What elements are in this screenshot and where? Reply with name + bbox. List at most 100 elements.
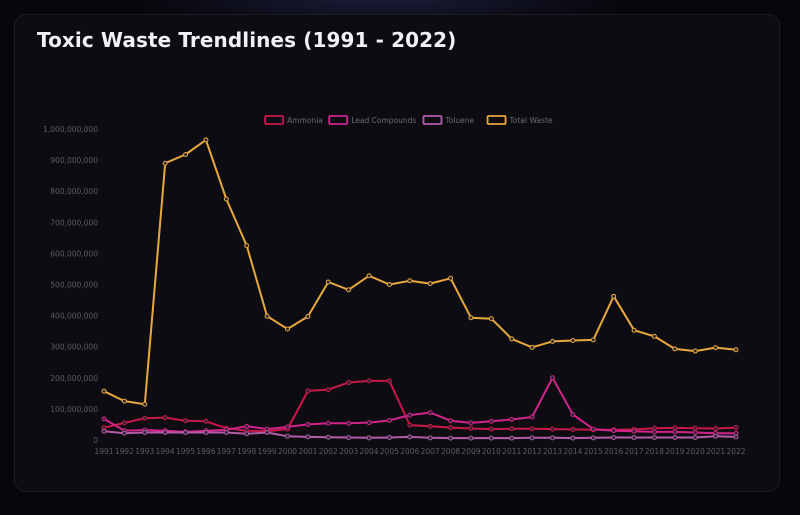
data-point[interactable] [305, 388, 311, 394]
data-point[interactable] [407, 278, 413, 284]
data-point[interactable] [121, 420, 127, 426]
data-point[interactable] [672, 346, 678, 352]
data-point[interactable] [692, 430, 698, 436]
legend-item[interactable]: Total Waste [486, 115, 553, 125]
data-point[interactable] [509, 426, 515, 432]
data-point[interactable] [488, 426, 494, 432]
data-point[interactable] [550, 338, 556, 344]
data-point[interactable] [631, 327, 637, 333]
data-point[interactable] [386, 417, 392, 423]
data-point[interactable] [183, 152, 189, 158]
data-point[interactable] [121, 398, 127, 404]
legend-item[interactable]: Ammonia [264, 115, 323, 125]
data-point[interactable] [244, 431, 250, 437]
data-point[interactable] [550, 426, 556, 432]
data-point[interactable] [488, 418, 494, 424]
data-point[interactable] [305, 314, 311, 320]
data-point[interactable] [386, 435, 392, 441]
data-point[interactable] [284, 433, 290, 439]
data-point[interactable] [468, 435, 474, 441]
data-point[interactable] [488, 316, 494, 322]
data-point[interactable] [284, 424, 290, 430]
data-point[interactable] [529, 414, 535, 420]
data-point[interactable] [264, 313, 270, 319]
data-point[interactable] [672, 429, 678, 435]
data-point[interactable] [468, 425, 474, 431]
data-point[interactable] [733, 347, 739, 353]
data-point[interactable] [509, 336, 515, 342]
data-point[interactable] [590, 337, 596, 343]
data-point[interactable] [427, 281, 433, 287]
data-point[interactable] [509, 435, 515, 441]
data-point[interactable] [183, 430, 189, 436]
data-point[interactable] [672, 435, 678, 441]
data-point[interactable] [142, 401, 148, 407]
data-point[interactable] [305, 434, 311, 440]
data-point[interactable] [325, 387, 331, 393]
data-point[interactable] [427, 423, 433, 429]
data-point[interactable] [223, 430, 229, 436]
data-point[interactable] [366, 378, 372, 384]
data-point[interactable] [468, 315, 474, 321]
data-point[interactable] [101, 428, 107, 434]
data-point[interactable] [325, 279, 331, 285]
data-point[interactable] [386, 378, 392, 384]
data-point[interactable] [550, 375, 556, 381]
data-point[interactable] [713, 425, 719, 431]
data-point[interactable] [305, 421, 311, 427]
data-point[interactable] [631, 435, 637, 441]
data-point[interactable] [672, 425, 678, 431]
data-point[interactable] [407, 412, 413, 418]
data-point[interactable] [570, 435, 576, 441]
data-point[interactable] [570, 337, 576, 343]
data-point[interactable] [162, 430, 168, 436]
data-point[interactable] [692, 348, 698, 354]
data-point[interactable] [386, 282, 392, 287]
data-point[interactable] [448, 435, 454, 441]
data-point[interactable] [366, 420, 372, 426]
data-point[interactable] [611, 293, 617, 299]
data-point[interactable] [631, 428, 637, 434]
data-point[interactable] [651, 435, 657, 441]
data-point[interactable] [448, 418, 454, 424]
data-point[interactable] [488, 435, 494, 441]
data-point[interactable] [570, 426, 576, 432]
data-point[interactable] [713, 433, 719, 439]
data-point[interactable] [101, 388, 107, 394]
data-point[interactable] [529, 344, 535, 350]
data-point[interactable] [529, 435, 535, 441]
data-point[interactable] [733, 434, 739, 440]
data-point[interactable] [407, 422, 413, 428]
data-point[interactable] [692, 425, 698, 431]
data-point[interactable] [366, 435, 372, 441]
data-point[interactable] [346, 435, 352, 441]
data-point[interactable] [203, 418, 209, 424]
data-point[interactable] [570, 411, 576, 417]
data-point[interactable] [713, 345, 719, 351]
data-point[interactable] [101, 416, 107, 422]
data-point[interactable] [142, 415, 148, 421]
data-point[interactable] [162, 160, 168, 166]
data-point[interactable] [733, 425, 739, 431]
data-point[interactable] [468, 420, 474, 426]
data-point[interactable] [692, 435, 698, 441]
data-point[interactable] [448, 275, 454, 281]
data-point[interactable] [448, 425, 454, 431]
data-point[interactable] [590, 435, 596, 441]
data-point[interactable] [325, 434, 331, 440]
data-point[interactable] [244, 243, 250, 249]
data-point[interactable] [346, 379, 352, 385]
data-point[interactable] [590, 426, 596, 432]
data-point[interactable] [427, 435, 433, 441]
data-point[interactable] [284, 326, 290, 332]
data-point[interactable] [244, 423, 250, 429]
data-point[interactable] [509, 416, 515, 422]
data-point[interactable] [366, 273, 372, 279]
data-point[interactable] [121, 430, 127, 436]
legend-item[interactable]: Lead Compounds [328, 115, 416, 125]
data-point[interactable] [203, 430, 209, 436]
data-point[interactable] [162, 415, 168, 421]
data-point[interactable] [550, 435, 556, 441]
data-point[interactable] [142, 430, 148, 436]
data-point[interactable] [183, 418, 189, 424]
